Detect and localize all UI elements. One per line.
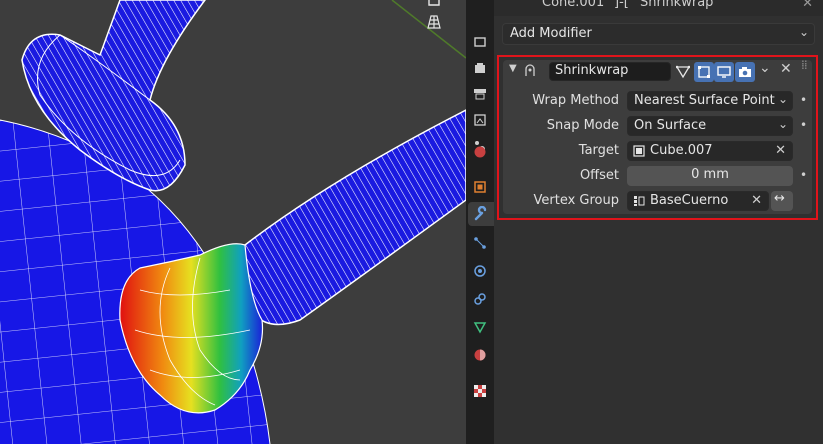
modifier-highlight-box: ▼ Shrinkwrap ⌄ ✕ ⁞⁞ Wrap Method (497, 55, 818, 220)
physics-icon[interactable] (468, 259, 492, 283)
object-icon[interactable] (468, 175, 492, 199)
modifier-name-field[interactable]: Shrinkwrap (549, 62, 671, 81)
mesh-object-icon (633, 145, 645, 161)
viewport-display-icon[interactable] (714, 62, 734, 82)
keyframe-dot-icon[interactable]: • (800, 168, 808, 182)
data-icon[interactable] (468, 315, 492, 339)
view-layer-icon[interactable] (468, 108, 492, 132)
snap-mode-dropdown[interactable]: On Surface ⌄ (627, 116, 793, 136)
clear-target-icon[interactable]: ✕ (775, 143, 786, 158)
modifier-menu-chevron-icon[interactable]: ⌄ (759, 60, 771, 76)
tool-icon[interactable] (468, 30, 492, 54)
output-icon[interactable] (468, 82, 492, 106)
properties-panel: Cone.001 ]-[ Shrinkwrap ✕ Add Modifier ⌄… (494, 0, 823, 444)
offset-label: Offset (579, 168, 619, 183)
constraints-icon[interactable] (468, 287, 492, 311)
properties-header: Cone.001 ]-[ Shrinkwrap ✕ (494, 0, 823, 16)
add-modifier-label: Add Modifier (510, 26, 592, 41)
breadcrumb-separator: ]-[ (614, 0, 629, 10)
pin-icon[interactable]: ✕ (802, 0, 813, 11)
chevron-down-icon: ⌄ (798, 25, 809, 39)
clear-vertex-group-icon[interactable]: ✕ (751, 193, 762, 208)
target-field[interactable]: Cube.007 ✕ (627, 141, 793, 161)
texture-icon[interactable] (468, 379, 492, 403)
upper-cone-mesh (21, 0, 206, 192)
render-icon[interactable] (468, 56, 492, 80)
drag-handle-icon[interactable]: ⁞⁞ (801, 58, 808, 72)
edit-cage-icon[interactable] (673, 62, 693, 82)
chevron-down-icon: ⌄ (777, 117, 788, 131)
keyframe-dot-icon[interactable]: • (800, 118, 808, 132)
world-icon[interactable] (468, 140, 492, 164)
swap-arrows-icon: ↔ (774, 191, 785, 206)
lower-cone-mesh (119, 109, 466, 414)
render-camera-icon[interactable] (735, 62, 755, 82)
camera-view-icon[interactable] (426, 0, 452, 20)
add-modifier-dropdown[interactable]: Add Modifier ⌄ (502, 23, 815, 45)
particles-icon[interactable] (468, 231, 492, 255)
properties-tab-strip (466, 0, 494, 444)
modifier-panel: ▼ Shrinkwrap ⌄ ✕ ⁞⁞ Wrap Method (503, 58, 812, 214)
target-label: Target (578, 143, 619, 158)
invert-vertex-group-button[interactable]: ↔ (771, 191, 793, 211)
vertex-group-field[interactable]: BaseCuerno ✕ (627, 191, 769, 211)
material-icon[interactable] (468, 343, 492, 367)
edit-mode-icon[interactable] (694, 62, 714, 82)
remove-modifier-icon[interactable]: ✕ (780, 61, 792, 77)
vertex-group-label: Vertex Group (533, 193, 620, 208)
wrap-method-dropdown[interactable]: Nearest Surface Point ⌄ (627, 91, 793, 111)
modifier-breadcrumb: Shrinkwrap (640, 0, 714, 10)
shrinkwrap-icon (523, 62, 537, 82)
3d-viewport[interactable] (0, 0, 466, 444)
snap-mode-label: Snap Mode (546, 118, 619, 133)
vertex-group-icon (633, 195, 645, 211)
modifier-icon[interactable] (468, 202, 494, 226)
y-axis-line (391, 0, 466, 59)
chevron-down-icon: ⌄ (777, 92, 788, 106)
keyframe-dot-icon[interactable]: • (800, 93, 808, 107)
viewport-scene (0, 0, 466, 444)
collapse-arrow-icon[interactable]: ▼ (509, 63, 517, 74)
offset-field[interactable]: 0 mm (627, 166, 793, 186)
ortho-grid-icon[interactable] (426, 14, 452, 40)
wrap-method-label: Wrap Method (532, 93, 619, 108)
object-breadcrumb: Cone.001 (542, 0, 605, 10)
